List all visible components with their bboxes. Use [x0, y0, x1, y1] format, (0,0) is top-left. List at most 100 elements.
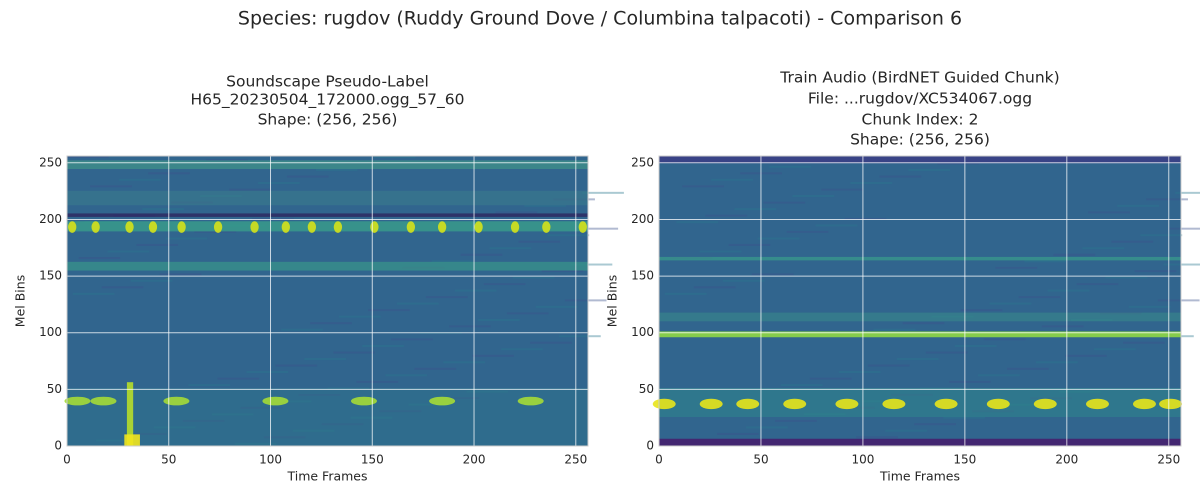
subplot-title: Shape: (256, 256) — [850, 131, 990, 149]
spectrogram-blob — [1159, 398, 1183, 410]
spectrogram-texture — [1018, 296, 1061, 299]
spectrogram-texture — [856, 436, 898, 439]
spectrogram-texture — [1128, 305, 1171, 308]
spectrogram-texture — [101, 286, 144, 289]
subplot-title: Train Audio (BirdNET Guided Chunk) — [779, 69, 1059, 87]
spectrogram-texture — [925, 351, 968, 354]
spectrogram-blob — [986, 398, 1010, 410]
spectrogram-band — [67, 190, 588, 206]
spectrogram-texture — [205, 159, 248, 162]
y-tick-label: 100 — [39, 325, 62, 339]
spectrogram-texture — [258, 182, 300, 185]
spectrogram-texture — [769, 165, 811, 168]
spectrogram-texture — [815, 224, 858, 227]
spectrogram-blob — [510, 221, 520, 233]
spectrogram-blob — [736, 398, 760, 410]
spectrogram-texture — [821, 188, 864, 191]
spectrogram-texture — [119, 178, 161, 181]
spectrogram-texture — [240, 406, 283, 409]
spectrogram-texture — [989, 302, 1032, 305]
spectrogram-texture — [506, 312, 549, 315]
spectrogram-texture — [920, 387, 962, 390]
spectrogram-band — [126, 382, 134, 446]
spectrogram-texture — [1041, 325, 1084, 328]
x-tick-label: 200 — [463, 453, 486, 467]
spectrogram-texture — [1146, 198, 1188, 201]
spectrogram-texture — [1134, 270, 1177, 273]
spectrogram-blob — [578, 221, 587, 233]
spectrogram-texture — [914, 423, 956, 426]
spectrogram-texture — [304, 358, 347, 361]
figure-title: Species: rugdov (Ruddy Ground Dove / Col… — [238, 8, 962, 30]
spectrogram-texture — [356, 380, 399, 383]
spectrogram — [64, 156, 624, 446]
spectrogram-texture — [530, 341, 572, 344]
spectrogram-texture — [234, 442, 277, 445]
spectrogram-texture — [954, 344, 997, 347]
spectrogram-texture — [431, 260, 474, 263]
spectrogram-texture — [902, 322, 945, 325]
spectrogram-texture — [1047, 289, 1090, 292]
spectrogram-texture — [188, 384, 231, 387]
spectrogram-blob — [68, 221, 77, 233]
spectrogram-texture — [339, 315, 381, 318]
spectrogram-texture — [751, 273, 794, 276]
spectrogram-texture — [495, 211, 538, 214]
spectrogram-texture — [838, 371, 881, 374]
spectrogram-texture — [1175, 191, 1200, 194]
subplot-title: H65_20230504_172000.ogg_57_60 — [191, 91, 465, 110]
spectrogram-texture — [1082, 247, 1125, 250]
spectrogram-texture — [763, 201, 806, 204]
spectrogram-texture — [564, 299, 607, 302]
spectrogram-texture — [489, 247, 532, 250]
spectrogram-texture — [483, 283, 526, 286]
y-tick-label: 0 — [646, 439, 654, 453]
spectrogram-texture — [379, 410, 422, 413]
spectrogram-texture — [722, 279, 765, 282]
spectrogram-texture — [229, 188, 271, 191]
spectrogram-texture — [246, 371, 289, 374]
spectrogram-blob — [652, 398, 676, 410]
spectrogram-band — [659, 438, 1181, 446]
subplot-title: Soundscape Pseudo-Label — [226, 73, 429, 91]
spectrogram-texture — [437, 397, 480, 400]
spectrogram-texture — [943, 416, 985, 419]
spectrogram-blob — [699, 398, 723, 410]
spectrogram-texture — [699, 250, 742, 253]
spectrogram-texture — [983, 338, 1026, 341]
spectrogram-blob — [333, 221, 343, 233]
spectrogram-texture — [972, 410, 1014, 413]
spectrogram-background — [659, 156, 1181, 446]
spectrogram-texture — [850, 182, 893, 185]
spectrogram-blob — [542, 221, 551, 233]
spectrogram-texture — [211, 413, 254, 416]
spectrogram-texture — [107, 250, 150, 253]
spectrogram-texture — [182, 419, 225, 422]
spectrogram-band — [659, 312, 1181, 322]
y-tick-label: 150 — [631, 269, 654, 283]
spectrogram-texture — [292, 429, 335, 432]
x-axis-label: Time Frames — [879, 469, 960, 484]
spectrogram-texture — [1059, 390, 1101, 393]
spectrogram-texture — [804, 413, 846, 416]
spectrogram-texture — [1157, 299, 1200, 302]
spectrogram-texture — [1088, 211, 1130, 214]
subplot-title: File: ...rugdov/XC534067.ogg — [808, 90, 1032, 108]
spectrogram-texture — [1105, 276, 1148, 279]
spectrogram-blob — [90, 396, 117, 406]
spectrogram-texture — [734, 208, 777, 211]
spectrogram-texture — [72, 292, 115, 295]
y-tick-label: 100 — [631, 325, 654, 339]
spectrogram-blob — [437, 221, 447, 233]
spectrogram-blob — [91, 221, 100, 233]
spectrogram-band — [67, 160, 588, 170]
x-tick-label: 150 — [953, 453, 976, 467]
spectrogram-texture — [281, 328, 323, 331]
spectrogram-texture — [286, 175, 329, 178]
spectrogram-texture — [885, 429, 927, 432]
y-tick-label: 150 — [39, 269, 62, 283]
spectrogram-texture — [391, 338, 433, 341]
spectrogram-blob — [370, 221, 379, 233]
spectrogram-texture — [165, 237, 208, 240]
